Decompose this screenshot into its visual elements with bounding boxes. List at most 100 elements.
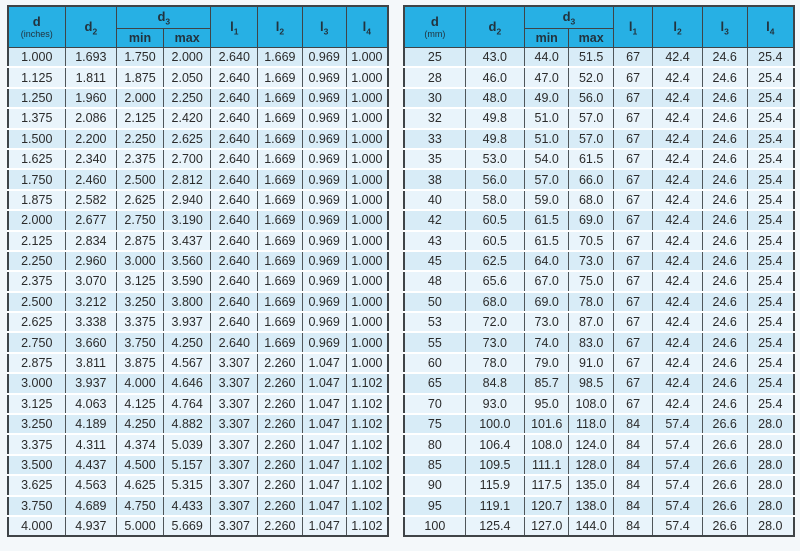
table-cell: 1.669 [257,107,303,129]
table-cell: 1.669 [257,311,303,333]
table-cell: 38 [403,168,466,190]
table-cell: 2.375 [116,147,164,170]
table-cell: 1.102 [345,392,389,415]
table-cell: 1.000 [345,188,389,211]
table-cell: 25.4 [746,86,795,109]
table-cell: 49.8 [464,127,525,149]
table-cell: 1.000 [345,249,389,272]
table-cell: 1.000 [345,47,389,68]
table-cell: 2.460 [64,168,118,190]
table-cell: 2.625 [7,311,66,333]
table-cell: 1.000 [345,290,389,313]
table-cell: 5.315 [162,474,212,496]
table-cell: 24.6 [701,249,748,272]
table-cell: 75 [403,413,466,435]
col-header-d: d (inches) [7,5,66,48]
table-cell: 3.307 [210,494,259,516]
table-cell: 1.693 [64,47,118,68]
table-cell: 51.5 [568,47,614,68]
table-cell: 4.250 [162,331,212,353]
table-cell: 0.969 [301,331,347,353]
table-cell: 2.750 [7,331,66,353]
table-row: 100 125.4 127.0 144.0 84 57.4 26.6 28.0 [403,514,795,537]
col-header-l2: l2 [257,5,303,48]
table-cell: 2.582 [64,188,118,211]
table-row: 50 68.0 69.0 78.0 67 42.4 24.6 25.4 [403,290,795,313]
table-cell: 33 [403,127,466,149]
table-cell: 3.307 [210,392,259,415]
table-row: 1.125 1.811 1.875 2.050 2.640 1.669 0.969 1.000 [7,66,389,88]
table-row: 95 119.1 120.7 138.0 84 57.4 26.6 28.0 [403,494,795,516]
table-cell: 84 [612,514,654,537]
col-header-l4: l4 [746,5,795,48]
table-cell: 67 [612,86,654,109]
table-cell: 2.640 [210,147,259,170]
table-cell: 118.0 [568,413,614,435]
table-cell: 67.0 [523,270,570,292]
table-cell: 2.086 [64,107,118,129]
table-row: 1.875 2.582 2.625 2.940 2.640 1.669 0.969 1.000 [7,188,389,211]
table-cell: 51.0 [523,127,570,149]
table-cell: 4.311 [64,433,118,455]
table-cell: 1.102 [345,514,389,537]
table-row: 55 73.0 74.0 83.0 67 42.4 24.6 25.4 [403,331,795,353]
table-cell: 60 [403,351,466,374]
col-header-l3: l3 [301,5,347,48]
table-cell: 80 [403,433,466,455]
table-cell: 95 [403,494,466,516]
table-cell: 4.625 [116,474,164,496]
table-cell: 111.1 [523,453,570,476]
table-cell: 85.7 [523,372,570,394]
col-header-d3: d3 [116,5,212,29]
table-row: 3.500 4.437 4.500 5.157 3.307 2.260 1.047 1.102 [7,453,389,476]
table-cell: 2.640 [210,66,259,88]
table-cell: 2.375 [7,270,66,292]
table-cell: 25.4 [746,392,795,415]
table-cell: 1.250 [7,86,66,109]
table-cell: 138.0 [568,494,614,516]
col-header-d3: d3 [523,5,614,29]
table-cell: 85 [403,453,466,476]
table-cell: 2.000 [162,47,212,68]
table-cell: 3.937 [162,311,212,333]
col-header-d3-min: min [523,28,570,48]
table-cell: 70.5 [568,229,614,251]
table-cell: 42.4 [652,249,703,272]
table-cell: 45 [403,249,466,272]
table-cell: 98.5 [568,372,614,394]
table-cell: 101.6 [523,413,570,435]
table-cell: 0.969 [301,47,347,68]
table-cell: 57.4 [652,453,703,476]
table-row: 2.000 2.677 2.750 3.190 2.640 1.669 0.969 1.000 [7,209,389,231]
table-row: 2.375 3.070 3.125 3.590 2.640 1.669 0.969 1.000 [7,270,389,292]
col-header-l4: l4 [345,5,389,48]
table-cell: 47.0 [523,66,570,88]
table-cell: 24.6 [701,351,748,374]
table-cell: 2.260 [257,413,303,435]
table-cell: 28.0 [746,433,795,455]
table-cell: 3.307 [210,433,259,455]
table-cell: 115.9 [464,474,525,496]
table-row: 75 100.0 101.6 118.0 84 57.4 26.6 28.0 [403,413,795,435]
table-cell: 2.260 [257,351,303,374]
table-cell: 67 [612,168,654,190]
table-cell: 3.190 [162,209,212,231]
table-cell: 1.102 [345,372,389,394]
table-cell: 0.969 [301,209,347,231]
table-cell: 78.0 [464,351,525,374]
table-cell: 100 [403,514,466,537]
table-row: 35 53.0 54.0 61.5 67 42.4 24.6 25.4 [403,147,795,170]
table-cell: 25.4 [746,168,795,190]
table-cell: 1.669 [257,86,303,109]
table-cell: 42 [403,209,466,231]
col-header-d-unit: (mm) [424,28,446,39]
col-header-d: d (mm) [403,5,466,48]
table-cell: 67 [612,392,654,415]
table-cell: 3.750 [7,494,66,516]
col-header-d-label: d [32,13,41,29]
table-cell: 24.6 [701,209,748,231]
table-cell: 3.375 [116,311,164,333]
table-cell: 1.000 [345,107,389,129]
table-cell: 124.0 [568,433,614,455]
table-cell: 2.640 [210,311,259,333]
